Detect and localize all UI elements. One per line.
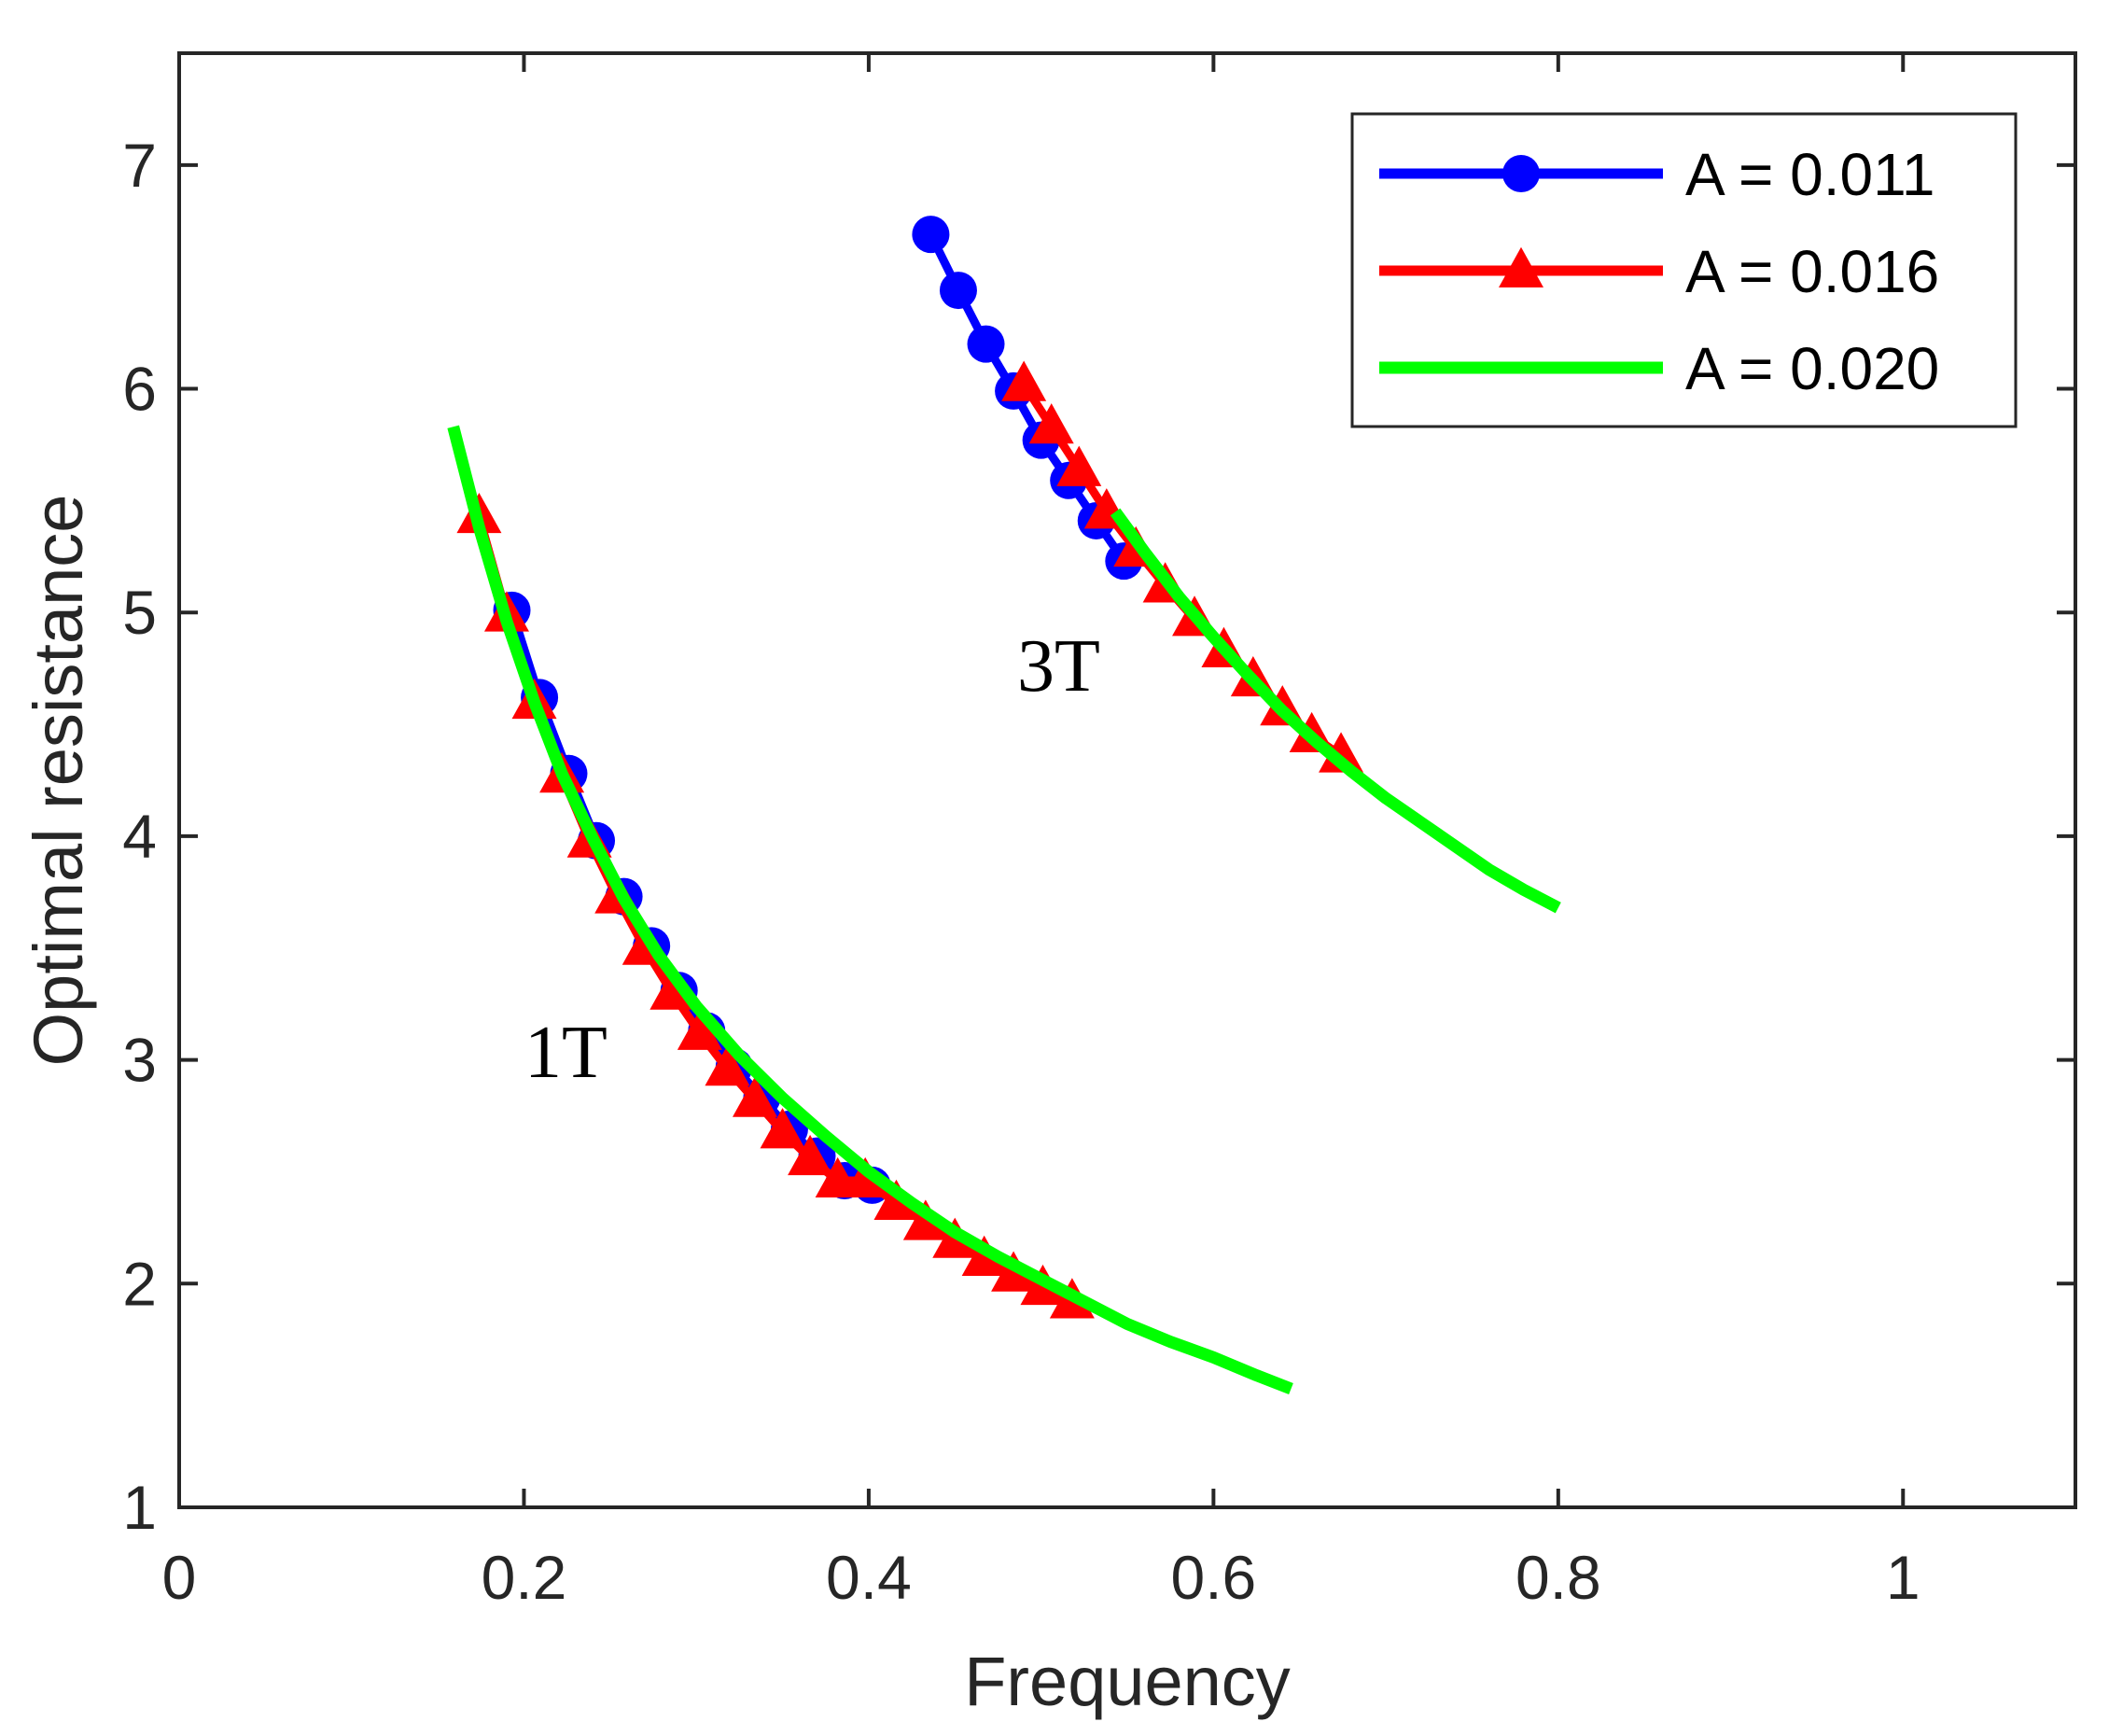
legend-label: A = 0.011 — [1685, 141, 1935, 208]
x-tick-label: 0.8 — [1515, 1543, 1601, 1612]
x-axis-ticks: 0 0.2 0.4 0.6 0.8 1 — [162, 53, 1920, 1612]
x-tick-label: 0.2 — [482, 1543, 567, 1612]
annotation-3t: 3T — [1017, 625, 1100, 707]
data-point — [902, 1199, 948, 1240]
data-point — [760, 1108, 805, 1149]
legend-marker — [1502, 155, 1540, 192]
legend-marker — [1499, 246, 1543, 287]
y-tick-label: 1 — [122, 1473, 157, 1542]
series-line — [1110, 508, 1561, 914]
data-point — [649, 969, 695, 1010]
data-point — [1056, 445, 1102, 486]
data-point — [677, 1009, 722, 1050]
data-point — [843, 1156, 888, 1198]
data-point — [1028, 403, 1074, 444]
x-tick-label: 0.4 — [826, 1543, 912, 1612]
data-point — [1001, 360, 1047, 401]
legend-entry: A = 0.016 — [1379, 238, 1939, 305]
legend-entries: A = 0.011 A = 0.016 A = 0.020 — [1379, 141, 1939, 402]
y-tick-label: 6 — [122, 355, 157, 424]
y-tick-label: 4 — [122, 802, 157, 871]
data-point — [967, 325, 1005, 363]
data-point — [788, 1134, 833, 1176]
data-point — [732, 1076, 777, 1117]
data-point — [939, 272, 977, 310]
data-point — [705, 1045, 750, 1086]
series-a-0-020 — [447, 425, 1561, 1395]
series-line — [447, 425, 1293, 1395]
x-tick-label: 0.6 — [1170, 1543, 1256, 1612]
legend-entry: A = 0.011 — [1379, 141, 1935, 208]
legend-label: A = 0.020 — [1685, 335, 1939, 402]
annotation-1t: 1T — [524, 1012, 608, 1094]
data-point — [912, 216, 950, 254]
x-tick-label: 0 — [162, 1543, 197, 1612]
y-tick-label: 3 — [122, 1026, 157, 1095]
y-axis-ticks: 1 2 3 4 5 6 7 — [122, 131, 2075, 1542]
y-tick-label: 5 — [122, 578, 157, 647]
data-point — [873, 1179, 919, 1221]
x-axis-label: Frequency — [964, 1643, 1291, 1720]
legend-label: A = 0.016 — [1685, 238, 1939, 305]
legend-entry: A = 0.020 — [1379, 335, 1939, 402]
y-tick-label: 7 — [122, 131, 157, 200]
series-layer — [447, 216, 1561, 1395]
y-tick-label: 2 — [122, 1249, 157, 1318]
x-tick-label: 1 — [1886, 1543, 1920, 1612]
data-point — [1319, 732, 1364, 773]
y-axis-label: Optimal resistance — [20, 495, 97, 1067]
legend: A = 0.011 A = 0.016 A = 0.020 — [1350, 112, 2018, 428]
